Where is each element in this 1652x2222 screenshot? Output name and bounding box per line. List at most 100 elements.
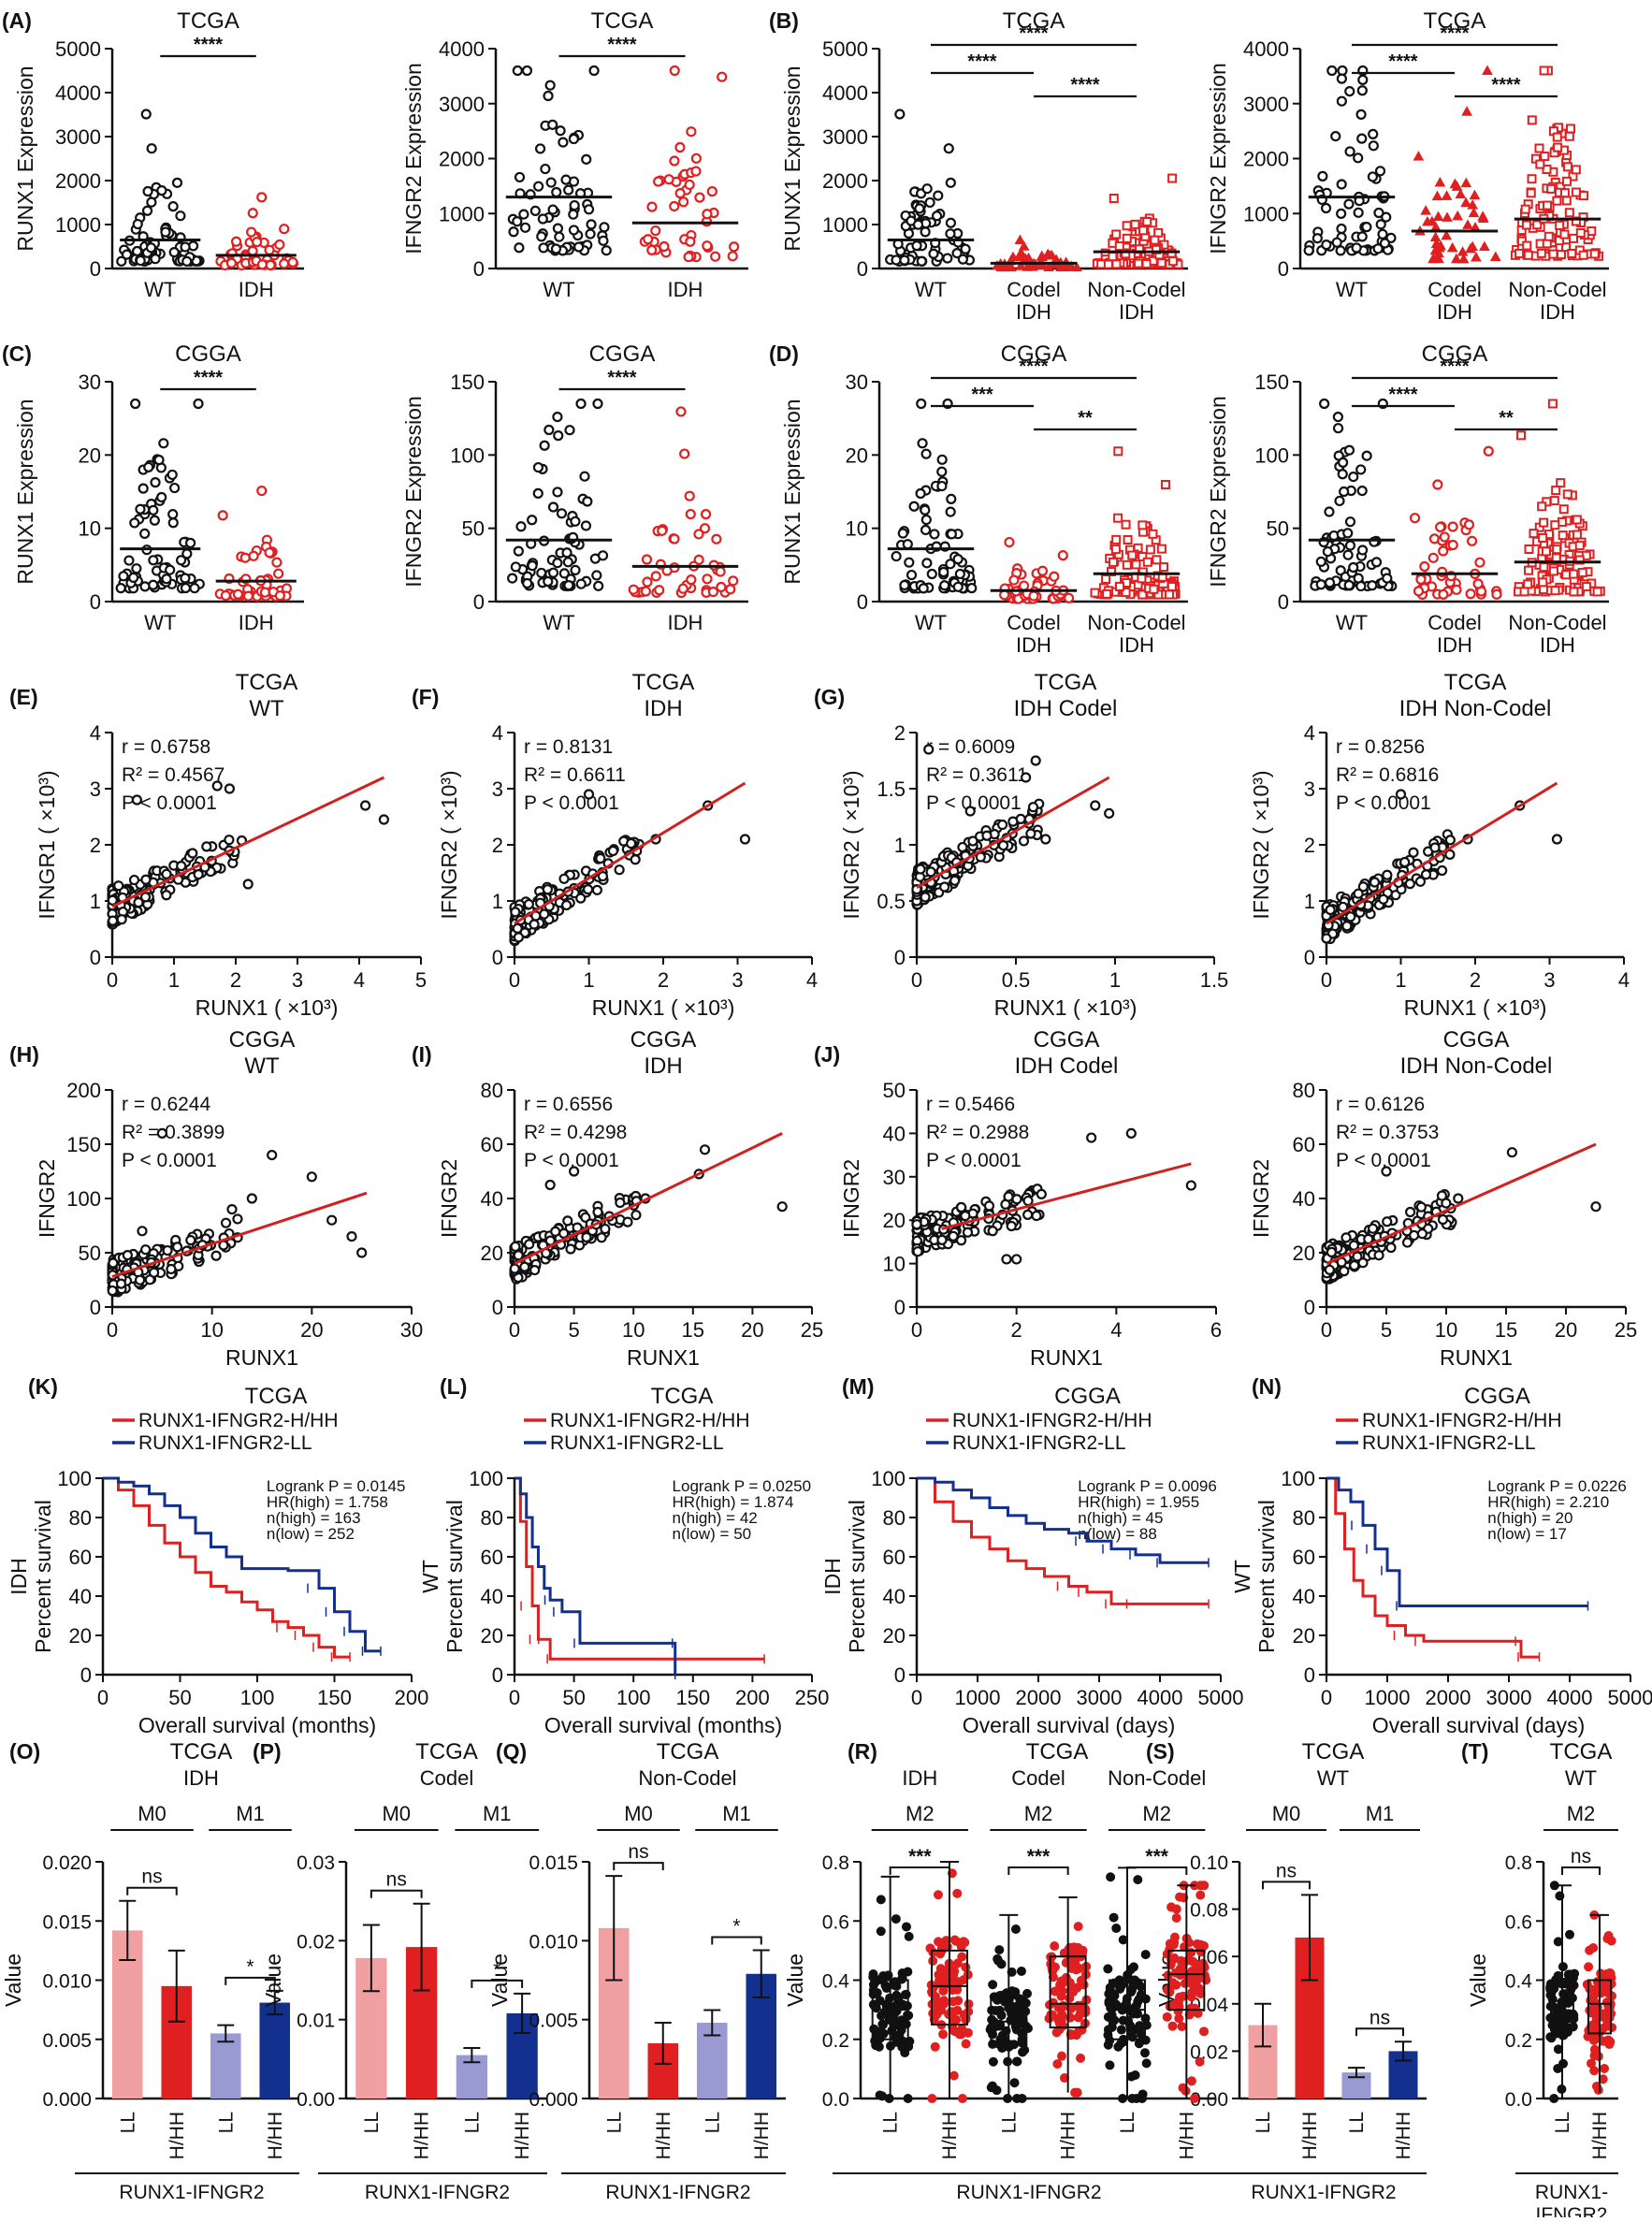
data-point	[1136, 1982, 1146, 1992]
data-point	[161, 868, 172, 879]
x-category-label: H/HH	[412, 2112, 433, 2159]
data-point	[1344, 540, 1356, 551]
data-point	[1368, 140, 1379, 152]
data-point	[529, 1264, 541, 1276]
survival-curve	[1326, 1476, 1588, 1607]
chart-subtitle: Codel	[420, 1766, 473, 1790]
data-point	[271, 557, 283, 568]
data-point	[983, 1200, 995, 1212]
stat-label: r = 0.6126	[1336, 1094, 1425, 1115]
chart-title: TCGA	[236, 670, 298, 695]
data-point	[1056, 1991, 1066, 2001]
data-point	[936, 480, 948, 492]
stat-label: R² = 0.6816	[1336, 764, 1439, 786]
data-point	[711, 533, 722, 545]
data-point	[876, 1926, 886, 1937]
x-axis-title: RUNX1-IFNGR2	[956, 2182, 1101, 2203]
y-tick-label: 100	[871, 1467, 906, 1490]
y-tick-label: 0	[473, 590, 485, 614]
data-point	[739, 834, 751, 845]
x-tick-label: 1	[168, 968, 180, 992]
data-point	[1135, 2021, 1145, 2031]
data-point	[640, 586, 651, 597]
x-category-label: Non-Codel	[1508, 278, 1606, 301]
data-point	[264, 547, 275, 559]
x-category-label: LL	[1346, 2112, 1368, 2133]
significance-label: *	[493, 1959, 500, 1981]
y-axis-title: Value	[487, 1953, 512, 2007]
data-point	[1466, 535, 1478, 546]
data-point	[518, 209, 529, 220]
data-point	[1551, 834, 1563, 845]
chart-title: TCGA	[170, 1739, 233, 1765]
data-point	[1420, 205, 1432, 215]
data-point	[715, 566, 726, 577]
data-point	[132, 218, 143, 230]
data-point	[1413, 151, 1425, 161]
y-tick-label: 0.02	[297, 1931, 335, 1953]
group-label: IDH	[820, 1558, 845, 1595]
data-point	[995, 261, 1007, 272]
chart-subtitle: WT	[244, 1053, 280, 1079]
data-point	[906, 569, 918, 581]
data-point	[166, 1263, 177, 1275]
data-point	[901, 1922, 911, 1932]
x-tick-label: 3	[292, 968, 303, 992]
data-point	[932, 2010, 942, 2020]
data-point	[987, 1226, 998, 1237]
data-point	[1590, 1201, 1601, 1213]
survival-plot-L: 0 20 40 60 80 100 0 50 100 150 200 250 Overall survi…	[418, 1374, 829, 1737]
data-point	[552, 487, 563, 498]
data-point	[962, 1227, 974, 1238]
x-tick-label: 50	[168, 1686, 191, 1709]
panel-label: (S)	[1146, 1739, 1175, 1764]
x-tick-label: 250	[795, 1686, 830, 1709]
data-point	[1115, 581, 1125, 591]
survival-curve	[514, 1476, 765, 1661]
data-point	[964, 1999, 974, 2010]
data-point	[118, 571, 129, 582]
significance-label: ****	[1440, 356, 1469, 377]
x-axis-title: Overall survival (months)	[138, 1713, 376, 1737]
data-point	[1581, 582, 1591, 592]
y-axis-title: IFNGR2 Expression	[1206, 396, 1230, 588]
stat-label: n(low) = 50	[673, 1525, 752, 1543]
y-tick-label: 0	[1278, 590, 1289, 614]
data-point	[510, 561, 521, 573]
box	[1167, 1949, 1206, 2011]
data-point	[1527, 115, 1537, 125]
data-point	[1334, 495, 1345, 507]
chart-title: CGGA	[1443, 1027, 1510, 1053]
data-point	[1449, 178, 1461, 189]
data-point	[607, 845, 619, 857]
data-point	[951, 247, 963, 259]
y-tick-label: 0.00	[1190, 2089, 1228, 2111]
data-point	[128, 572, 139, 584]
data-point	[507, 573, 518, 584]
data-point	[1340, 1232, 1352, 1243]
data-point	[593, 580, 604, 591]
survival-curve	[514, 1476, 677, 1675]
data-point	[1367, 580, 1378, 591]
data-point	[162, 1244, 173, 1256]
data-point	[1559, 188, 1570, 198]
data-point	[1571, 165, 1581, 175]
stat-label: r = 0.6556	[524, 1094, 613, 1115]
box-plot-R: 0.0 0.2 0.4 0.6 0.8 Value (R) TCGA IDH Codel Non-C…	[783, 1739, 1216, 2203]
data-point	[544, 1179, 556, 1191]
data-point	[248, 550, 259, 561]
data-point	[180, 241, 191, 253]
significance-label: *	[732, 1915, 740, 1937]
y-axis-title: RUNX1 Expression	[780, 399, 804, 584]
data-point	[952, 554, 964, 565]
data-point	[1057, 550, 1068, 561]
data-point	[1356, 133, 1368, 144]
stat-label: R² = 0.3611	[926, 764, 1028, 786]
survival-plot-K: 0 20 40 60 80 100 0 50 100 150 200 Overall survival…	[7, 1374, 428, 1737]
data-point	[165, 564, 176, 575]
data-point	[1113, 513, 1123, 523]
data-point	[116, 255, 127, 267]
data-point	[614, 864, 625, 876]
data-point	[562, 1215, 573, 1227]
